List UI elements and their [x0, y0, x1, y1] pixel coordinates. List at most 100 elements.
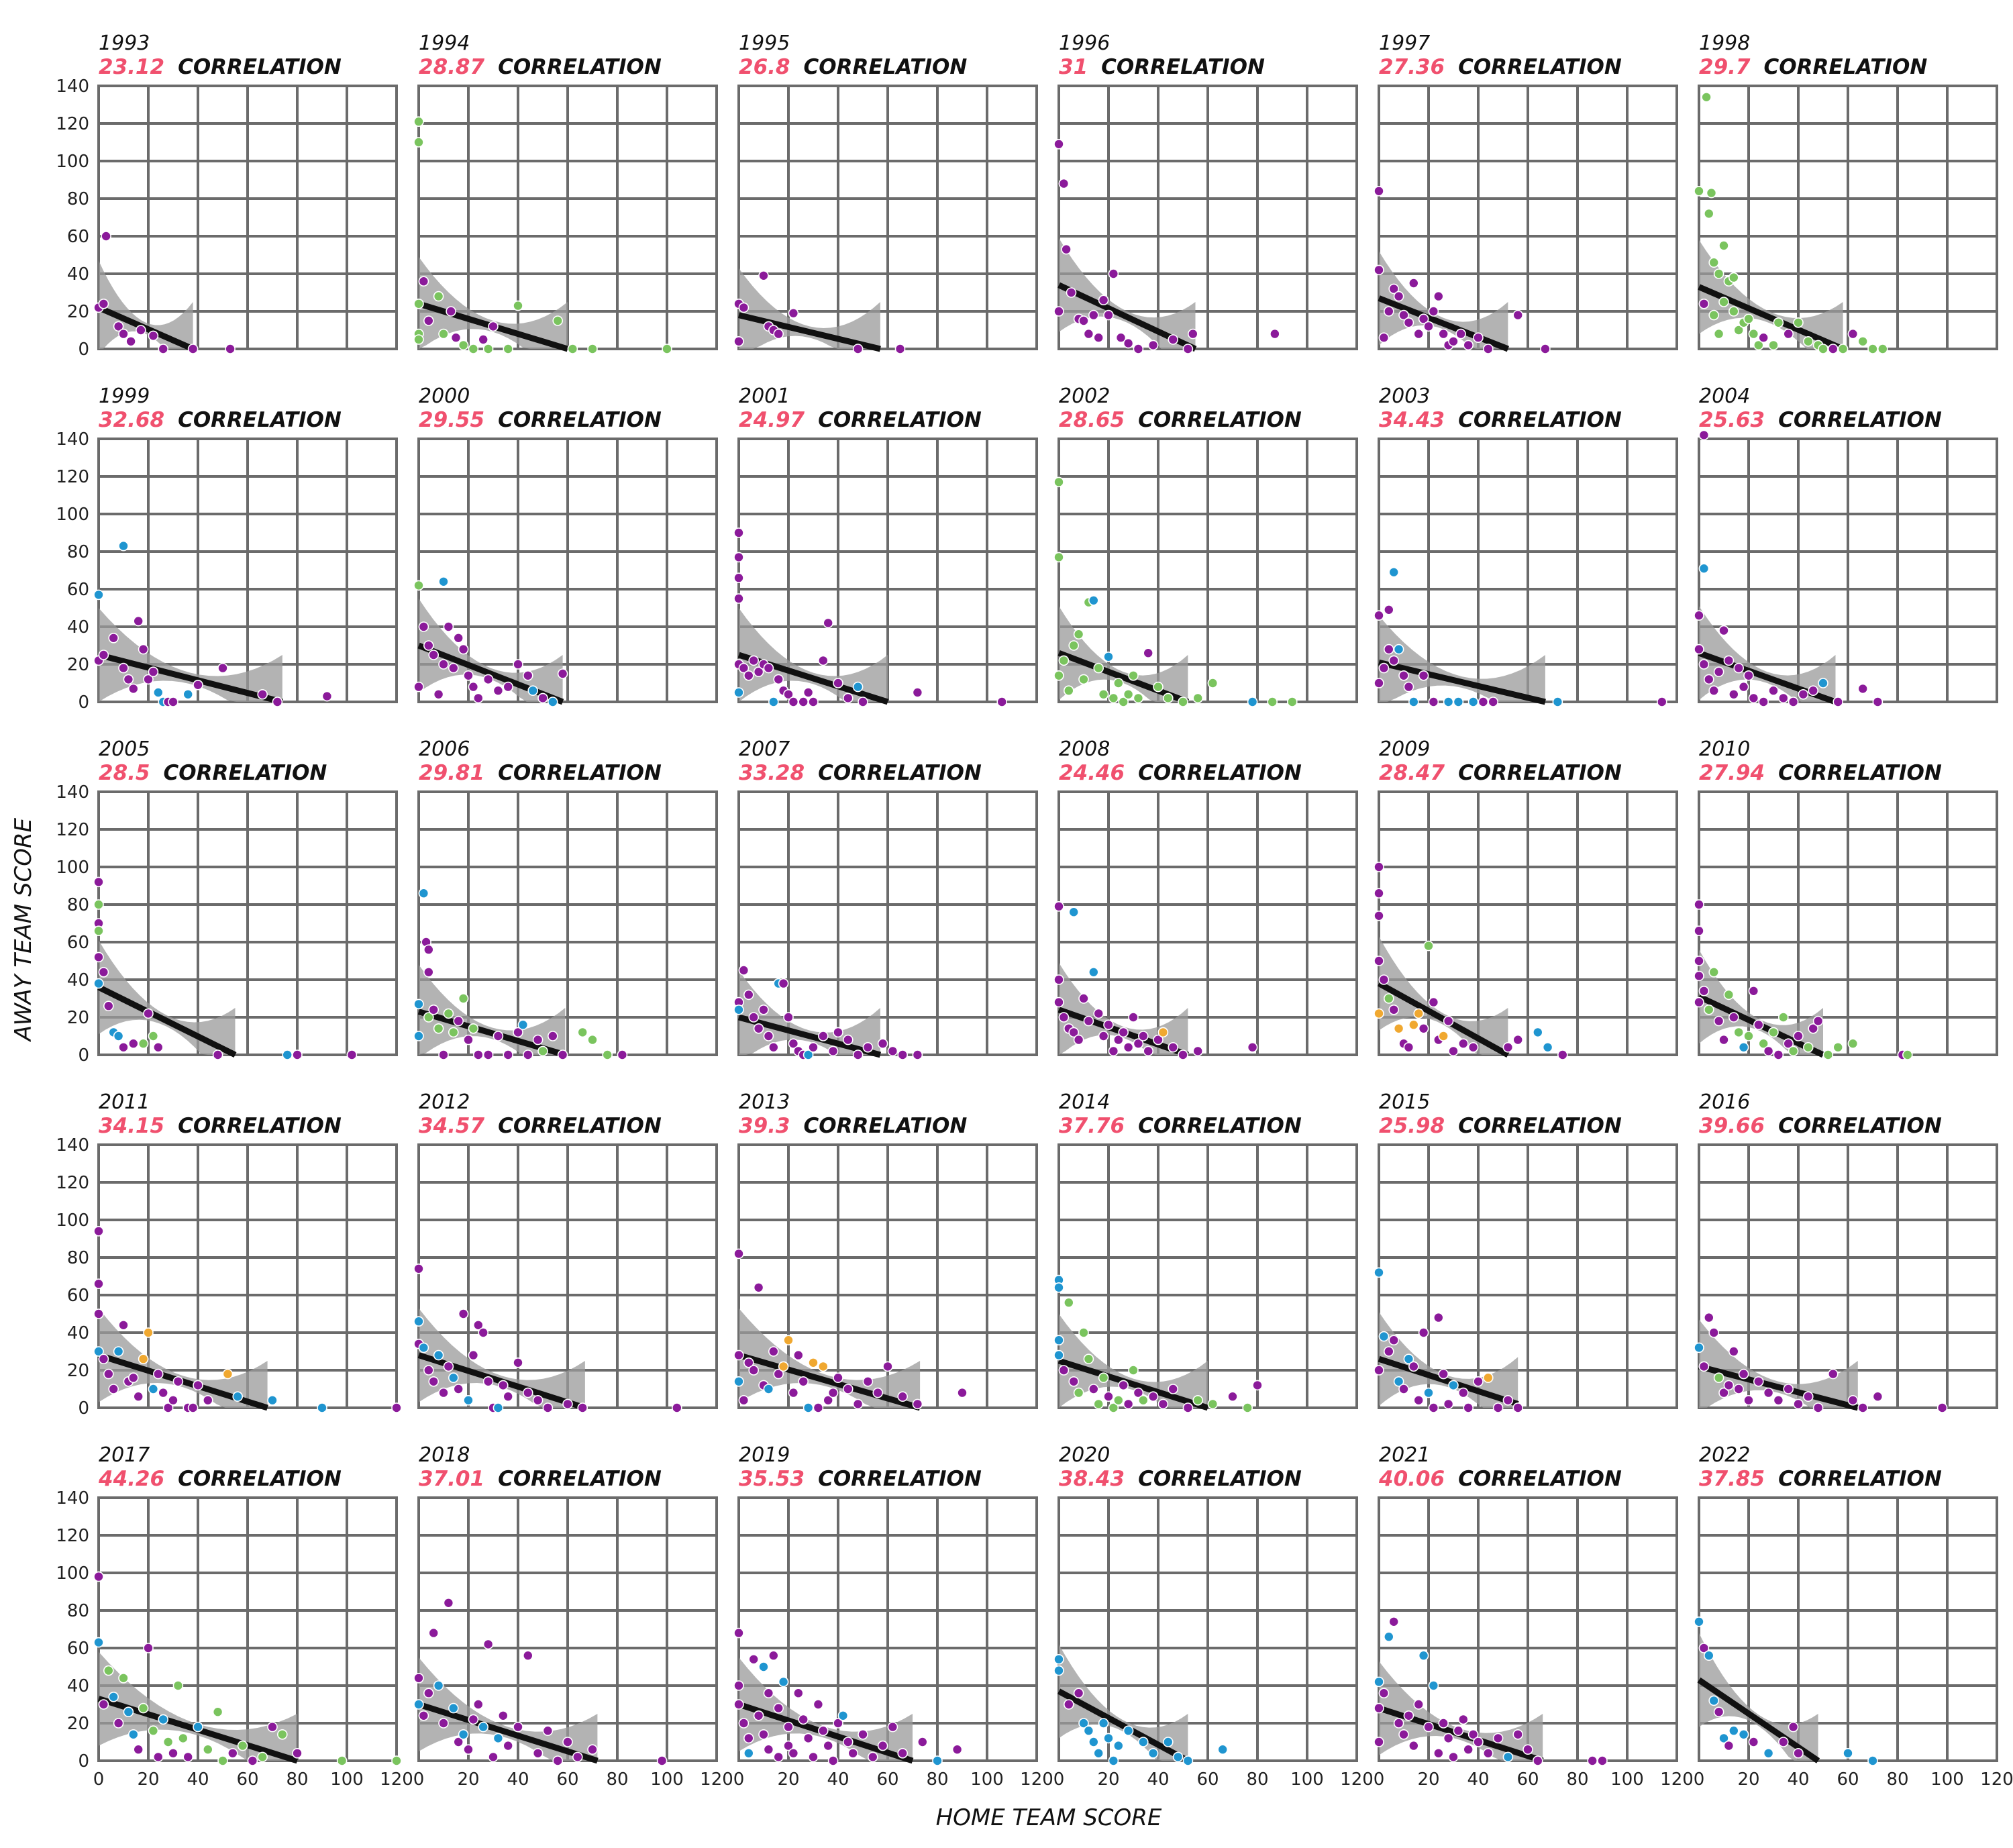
data-point: [1708, 257, 1719, 268]
data-point: [1783, 1384, 1794, 1394]
data-point: [1902, 1049, 1913, 1060]
data-point: [763, 662, 774, 674]
panel-value-label: 34.15: [99, 1114, 164, 1138]
data-point: [1133, 1387, 1144, 1398]
data-point: [513, 659, 523, 670]
x-tick-label: 80: [286, 1769, 308, 1790]
data-point: [1694, 185, 1704, 197]
data-point: [1704, 208, 1714, 219]
data-point: [1403, 1353, 1414, 1364]
data-point: [1847, 1395, 1859, 1406]
data-point: [1403, 317, 1414, 328]
x-tick-label: 120: [700, 1769, 733, 1790]
data-point: [1182, 1402, 1194, 1413]
data-point: [1708, 967, 1719, 978]
data-point: [818, 1725, 829, 1736]
data-point: [1533, 1755, 1543, 1766]
data-point: [225, 344, 236, 354]
data-point: [656, 1755, 668, 1766]
data-point: [1064, 1297, 1074, 1308]
plot-frame: [1057, 85, 1358, 350]
data-point: [153, 1042, 164, 1053]
panel-value-label: 27.36: [1379, 55, 1445, 79]
data-point: [1267, 697, 1278, 707]
data-point: [227, 1748, 238, 1759]
data-point: [1738, 1042, 1749, 1053]
data-point: [458, 644, 469, 655]
data-point: [1748, 692, 1759, 704]
data-point: [1877, 344, 1888, 354]
data-point: [1773, 317, 1784, 328]
y-tick-label: 40: [67, 264, 89, 285]
data-point: [1708, 309, 1719, 321]
data-point: [113, 1346, 124, 1357]
y-tick-label: 0: [78, 692, 89, 713]
x-tick-label: 40: [1147, 1769, 1169, 1790]
data-point: [783, 1721, 794, 1733]
data-point: [1413, 328, 1424, 340]
data-point: [202, 1744, 213, 1755]
data-point: [463, 670, 474, 681]
data-point: [662, 344, 672, 354]
data-point: [93, 1226, 104, 1237]
panel-correlation-label: CORRELATION: [1101, 55, 1265, 79]
y-tick-label: 120: [56, 1526, 89, 1546]
data-point: [1418, 1327, 1429, 1338]
data-point: [1108, 1755, 1119, 1766]
data-point: [858, 1729, 868, 1740]
data-point: [1833, 697, 1843, 707]
data-point: [103, 1665, 114, 1676]
panel-correlation-label: CORRELATION: [178, 55, 342, 79]
data-point: [493, 1733, 504, 1744]
data-point: [763, 1384, 774, 1394]
panel-year-label: 2006: [419, 737, 470, 761]
y-tick-label: 120: [56, 820, 89, 840]
data-point: [733, 1005, 744, 1015]
data-point: [123, 1706, 134, 1717]
data-point: [1153, 1034, 1164, 1045]
data-point: [1374, 911, 1384, 921]
data-point: [1178, 1049, 1188, 1060]
data-point: [1812, 1015, 1824, 1027]
confidence-band: [99, 1308, 268, 1408]
y-tick-label: 140: [56, 429, 89, 450]
data-point: [1053, 1349, 1064, 1361]
data-point: [148, 1384, 159, 1394]
data-point: [1252, 1380, 1263, 1391]
data-point: [542, 1725, 554, 1736]
data-point: [572, 1751, 583, 1763]
data-point: [1718, 625, 1729, 636]
data-point: [793, 1688, 804, 1698]
data-point: [768, 697, 779, 707]
data-point: [438, 576, 449, 587]
data-point: [1192, 1045, 1203, 1057]
panel-value-label: 24.97: [739, 408, 805, 432]
data-point: [1247, 1042, 1258, 1053]
data-point: [418, 621, 429, 632]
panel-correlation-label: CORRELATION: [164, 761, 327, 785]
data-point: [1378, 1331, 1390, 1342]
data-point: [93, 1278, 104, 1289]
data-point: [562, 1737, 573, 1747]
confidence-band: [739, 1657, 913, 1761]
data-point: [1733, 1027, 1744, 1038]
data-point: [1058, 178, 1070, 189]
confidence-band: [419, 1657, 598, 1761]
data-point: [418, 276, 429, 287]
trend-line: [1057, 1688, 1190, 1763]
data-point: [153, 1368, 164, 1380]
data-point: [671, 1402, 682, 1413]
data-point: [1418, 670, 1429, 681]
data-point: [1068, 1027, 1079, 1038]
data-point: [1053, 996, 1064, 1008]
data-point: [738, 662, 750, 674]
data-point: [488, 321, 499, 332]
panel-value-label: 24.46: [1059, 761, 1125, 785]
